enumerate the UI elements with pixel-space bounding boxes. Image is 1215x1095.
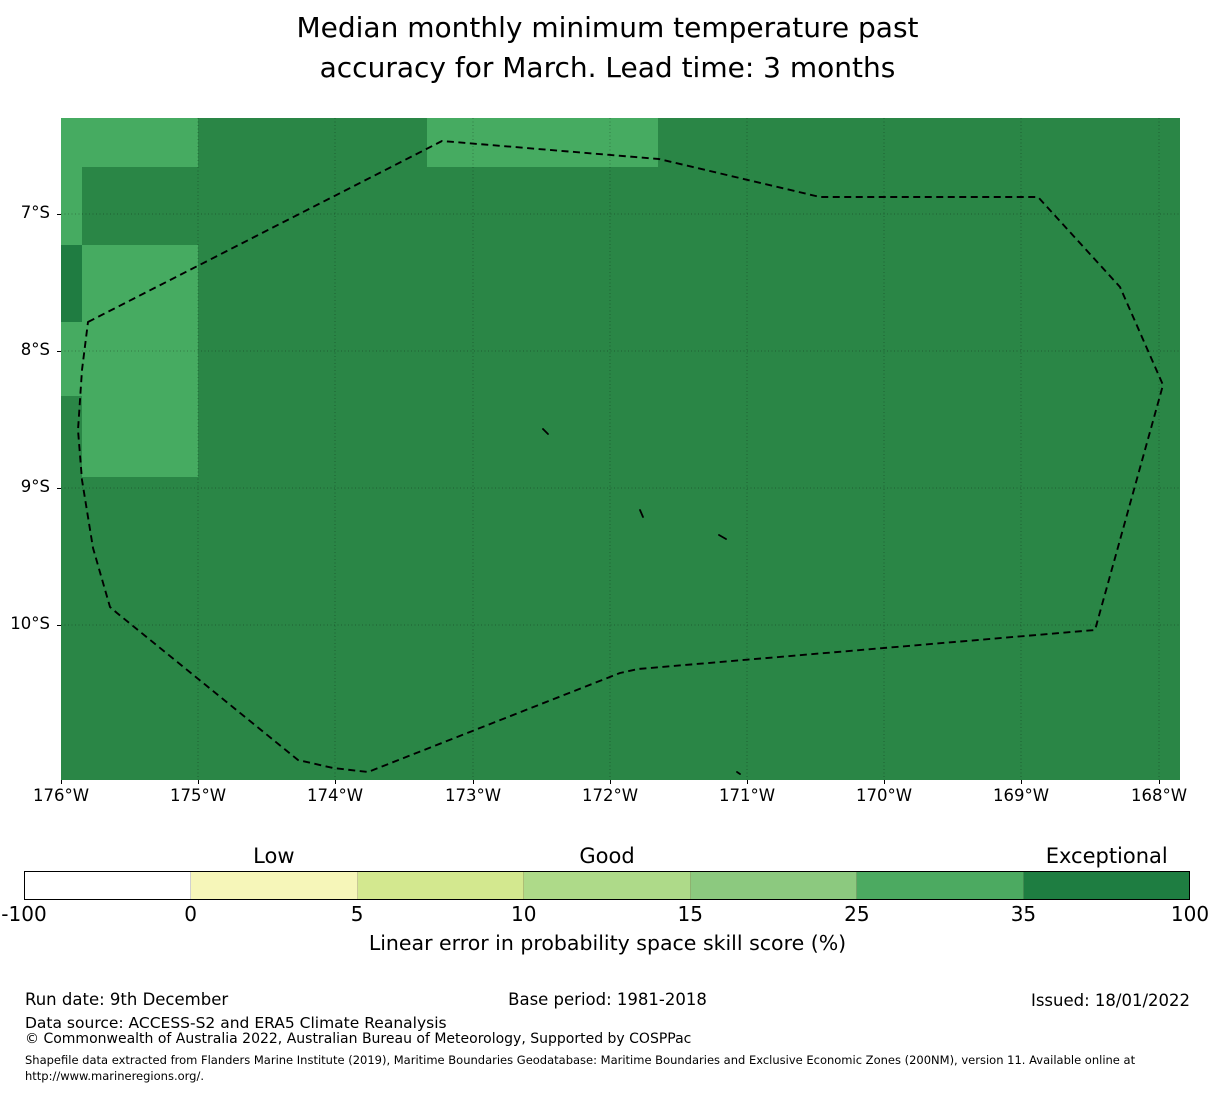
shapefile-attribution-line2: http://www.marineregions.org/.	[25, 1069, 204, 1083]
island-mark	[639, 509, 644, 518]
x-tick-mark	[61, 780, 62, 784]
colorbar-segment	[690, 872, 858, 899]
y-tick-label: 10°S	[10, 614, 50, 633]
x-tick-mark	[747, 780, 748, 784]
x-tick-mark	[335, 780, 336, 784]
colorbar-segment	[25, 872, 192, 899]
colorbar-region-label: Exceptional	[1045, 844, 1168, 868]
x-tick-label: 173°W	[444, 786, 502, 805]
colorbar-tick-label: 25	[844, 902, 870, 926]
y-tick-mark	[57, 625, 61, 626]
colorbar-region-labels: Low Good Exceptional	[24, 840, 1190, 868]
y-tick-mark	[57, 214, 61, 215]
x-tick-label: 169°W	[992, 786, 1050, 805]
map-svg	[61, 118, 1180, 780]
map-background	[61, 118, 1180, 780]
x-tick-label: 172°W	[581, 786, 639, 805]
colorbar-tick-label: -100	[1, 902, 47, 926]
y-tick-label: 9°S	[20, 477, 50, 496]
x-tick-label: 175°W	[169, 786, 227, 805]
x-tick-label: 170°W	[855, 786, 913, 805]
island-mark	[736, 771, 741, 775]
skill-cell	[61, 167, 82, 245]
colorbar-segment	[524, 872, 691, 899]
x-tick-mark	[473, 780, 474, 784]
skill-cell	[61, 118, 198, 167]
skill-cell	[82, 245, 198, 477]
colorbar-axis-label: Linear error in probability space skill …	[368, 931, 847, 955]
x-tick-mark	[610, 780, 611, 784]
colorbar-segment	[191, 872, 358, 899]
y-tick-label: 7°S	[20, 203, 50, 222]
skill-cell	[61, 245, 82, 322]
x-tick-mark	[1159, 780, 1160, 784]
eez-boundary	[77, 140, 1164, 773]
colorbar-tick-label: 0	[184, 902, 197, 926]
copyright-text: © Commonwealth of Australia 2022, Austra…	[25, 1031, 692, 1047]
skill-cell	[427, 118, 658, 167]
chart-title-line1: Median monthly minimum temperature past	[296, 11, 919, 44]
x-tick-mark	[884, 780, 885, 784]
colorbar-tick-label: 5	[350, 902, 364, 926]
y-tick-label: 8°S	[20, 340, 50, 359]
colorbar-segment	[1023, 872, 1189, 899]
x-tick-label: 171°W	[718, 786, 776, 805]
y-tick-mark	[57, 351, 61, 352]
base-period-text: Base period: 1981-2018	[508, 990, 707, 1009]
y-tick-mark	[57, 488, 61, 489]
chart-title-line2: accuracy for March. Lead time: 3 months	[319, 51, 896, 84]
x-tick-label: 168°W	[1130, 786, 1188, 805]
y-axis-tick-labels: 7°S 8°S 9°S 10°S	[0, 118, 57, 780]
map-plot-area	[61, 118, 1180, 780]
colorbar-tick-label: 15	[677, 902, 704, 926]
shapefile-attribution-line1: Shapefile data extracted from Flanders M…	[25, 1053, 1136, 1067]
colorbar-tick-label: 35	[1010, 902, 1037, 926]
colorbar-tick-label: 100	[1170, 902, 1210, 926]
colorbar-segment	[857, 872, 1024, 899]
x-tick-mark	[1021, 780, 1022, 784]
island-mark	[718, 534, 727, 540]
x-tick-label: 174°W	[306, 786, 364, 805]
colorbar-segment	[357, 872, 525, 899]
colorbar	[24, 871, 1190, 900]
issued-date-text: Issued: 18/01/2022	[1030, 991, 1190, 1010]
skill-cell	[61, 322, 82, 396]
x-tick-mark	[198, 780, 199, 784]
x-tick-label: 176°W	[32, 786, 90, 805]
chart-title: Median monthly minimum temperature past …	[0, 8, 1215, 88]
colorbar-region-label: Low	[253, 844, 295, 868]
island-mark	[542, 428, 549, 435]
run-date-text: Run date: 9th December	[25, 990, 229, 1009]
shapefile-attribution: Shapefile data extracted from Flanders M…	[25, 1052, 1195, 1084]
colorbar-tick-label: 10	[510, 902, 537, 926]
colorbar-tick-labels: -100 0 5 10 15 25 35 100	[1, 902, 1209, 928]
colorbar-region-label: Good	[579, 844, 635, 868]
x-axis-tick-labels: 176°W 175°W 174°W 173°W 172°W 171°W 170°W 169°W…	[33, 786, 1187, 810]
data-source-text: Data source: ACCESS-S2 and ERA5 Climate …	[25, 1014, 447, 1032]
